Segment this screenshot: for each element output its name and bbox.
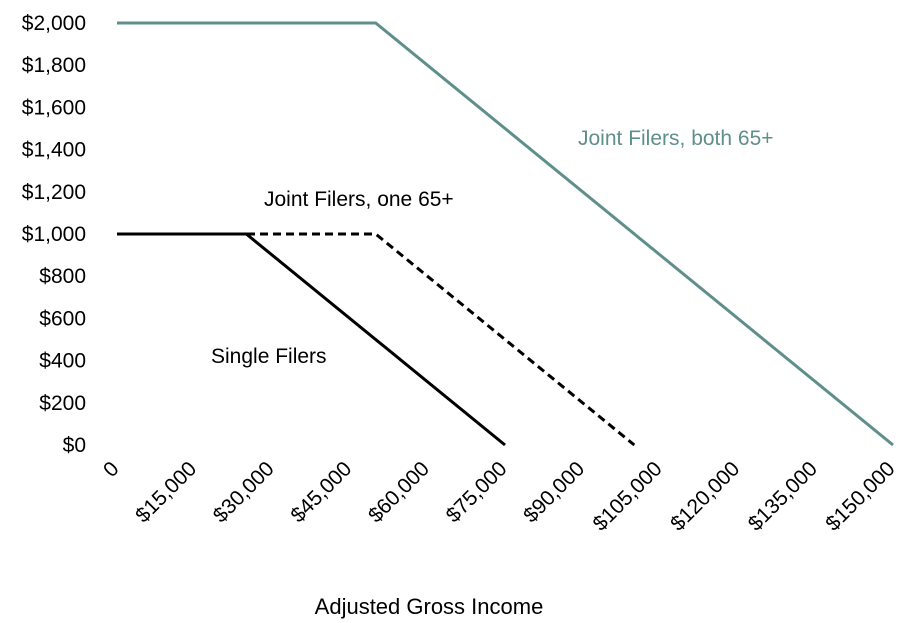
x-axis-title: Adjusted Gross Income (315, 594, 544, 619)
x-axis-tick-labels: 0 $15,000 $30,000 $45,000 $60,000 $75,000 $90,… (99, 457, 899, 535)
series-labels: Joint Filers, both 65+ Joint Filers, one … (211, 127, 774, 368)
y-tick-label: $1,600 (22, 96, 86, 119)
x-tick-label: $150,000 (821, 457, 899, 535)
x-tick-label: $120,000 (666, 457, 744, 535)
x-tick-label: $45,000 (286, 457, 356, 527)
y-tick-label: $0 (63, 434, 86, 457)
x-tick-label: $75,000 (442, 457, 512, 527)
x-tick-label: $30,000 (209, 457, 279, 527)
y-tick-label: $400 (39, 350, 86, 373)
series-line-2 (117, 232, 636, 447)
x-tick-label: $15,000 (131, 457, 201, 527)
x-tick-label: $60,000 (364, 457, 434, 527)
y-tick-label: $1,000 (22, 223, 86, 246)
x-tick-label: $135,000 (744, 457, 822, 535)
series-label-2: Joint Filers, one 65+ (264, 188, 454, 211)
series-label-1: Joint Filers, both 65+ (578, 127, 774, 150)
x-tick-label: $105,000 (589, 457, 667, 535)
y-tick-label: $2,000 (22, 12, 86, 35)
x-tick-label: 0 (99, 457, 124, 482)
series-line-1 (117, 21, 894, 447)
y-axis-tick-labels: $0 $200 $400 $600 $800 $1,000 $1,200 $1,400 $1,6… (22, 12, 86, 457)
y-tick-label: $200 (39, 392, 86, 415)
y-tick-label: $1,400 (22, 139, 86, 162)
y-tick-label: $1,200 (22, 181, 86, 204)
y-tick-label: $1,800 (22, 54, 86, 77)
x-tick-label: $90,000 (519, 457, 589, 527)
series-label-3: Single Filers (211, 345, 327, 368)
series-line-3 (117, 232, 506, 447)
series-lines (117, 21, 894, 447)
y-tick-label: $600 (39, 307, 86, 330)
y-tick-label: $800 (39, 265, 86, 288)
